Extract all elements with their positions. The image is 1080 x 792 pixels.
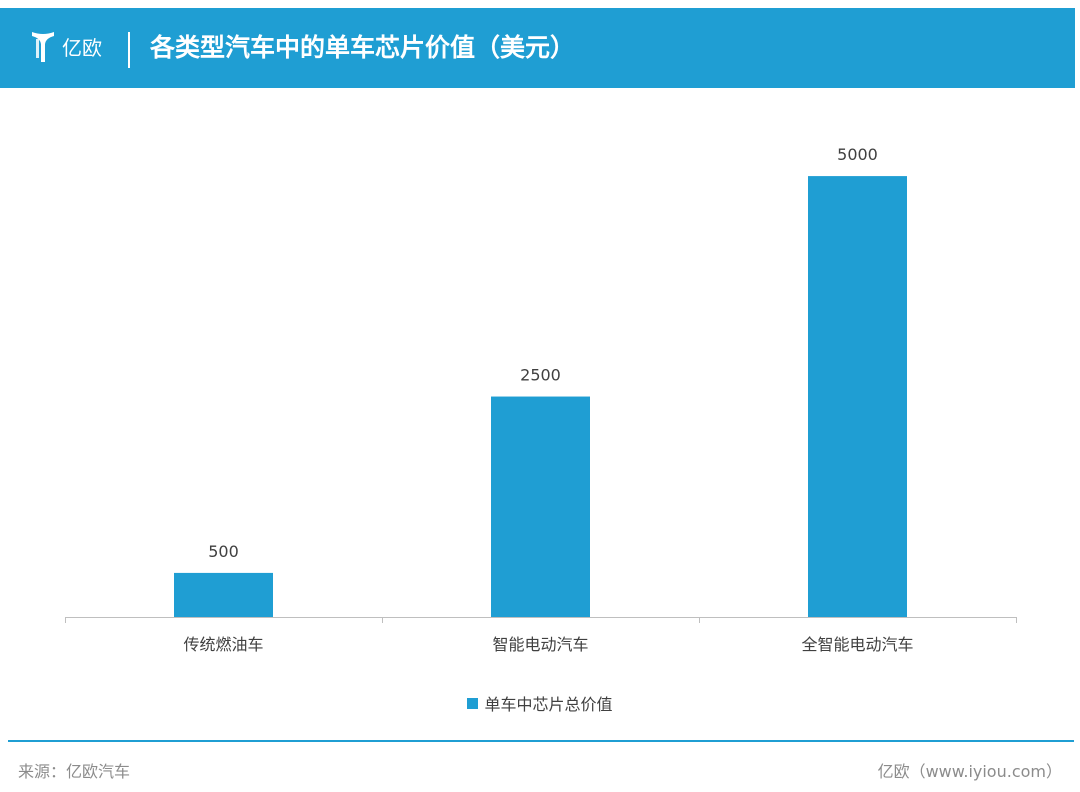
site-credit: 亿欧（www.iyiou.com） [877,762,1062,781]
bar [808,176,907,617]
category-label: 智能电动汽车 [492,635,588,654]
brand-logo-icon [32,32,54,62]
footer-divider [8,740,1074,742]
legend-swatch [467,697,479,709]
chart-legend: 单车中芯片总价值 [0,690,1080,716]
bar-value-label: 2500 [520,366,561,385]
brand-logo-text: 亿欧 [62,36,102,60]
bar-value-label: 5000 [837,145,878,164]
header-banner: 亿欧 各类型汽车中的单车芯片价值（美元） [0,8,1075,88]
legend-label: 单车中芯片总价值 [484,695,613,714]
bar-value-label: 500 [208,542,239,561]
category-label: 全智能电动汽车 [801,635,913,654]
bar-chart: 500 2500 5000 传统燃油车 智能电动汽车 全智能电动汽车 [65,145,1017,654]
bar [174,572,273,617]
brand-logo: 亿欧 [24,24,120,72]
bar [491,396,590,617]
category-label: 传统燃油车 [183,635,263,654]
page-title: 各类型汽车中的单车芯片价值（美元） [150,33,576,62]
header-divider [128,32,130,68]
source-note: 来源：亿欧汽车 [18,762,131,781]
